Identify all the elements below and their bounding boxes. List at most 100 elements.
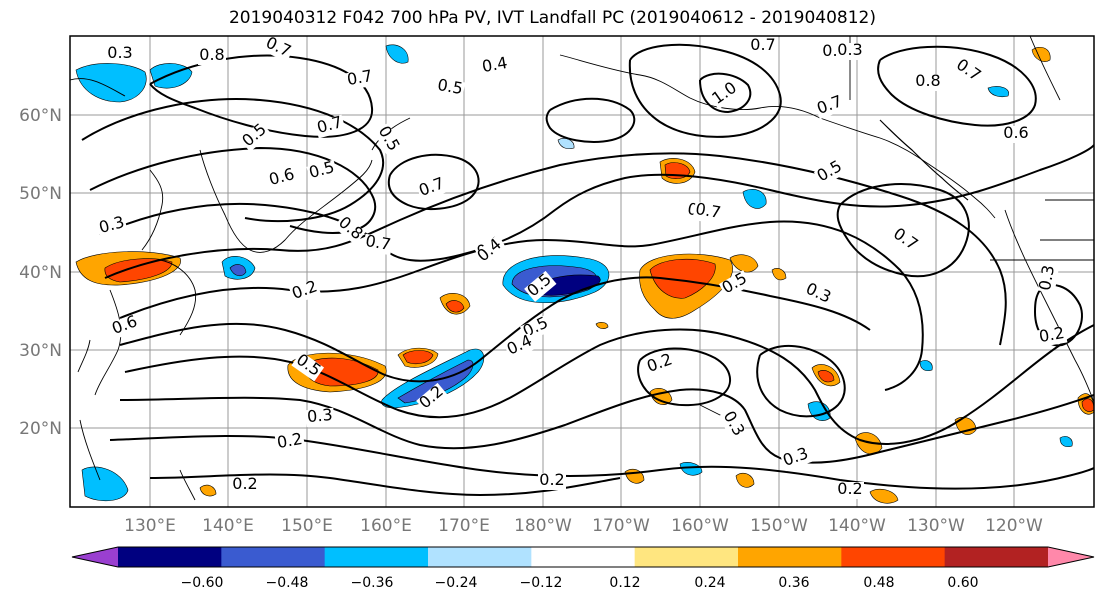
lat-label: 40°N: [19, 263, 62, 283]
negative-anomaly-blob: [1059, 436, 1073, 448]
coastlines: [70, 36, 1094, 501]
colorbar-bin: [841, 547, 946, 567]
contour-label: 0.4: [481, 53, 509, 76]
colorbar-tick-label: 0.48: [863, 575, 894, 591]
lon-label: 150°W: [750, 516, 808, 536]
contour-label-bg: [291, 351, 325, 382]
colorbar-bin: [118, 547, 222, 567]
contour-label-bg: [951, 56, 985, 87]
contour-label: 0.2: [539, 470, 564, 489]
contour-label-bg: [416, 382, 449, 414]
contour-label-bg: [344, 68, 376, 91]
contour-label-bg: [813, 158, 847, 187]
contour-label-bg: [708, 79, 742, 110]
colorbar-tick-label: −0.36: [351, 575, 394, 591]
contour-label: 0.7: [750, 35, 775, 54]
longitude-labels: 130°E 140°E 150°E 160°E 170°E 180°W 170°…: [124, 516, 1043, 536]
lat-label: 60°N: [19, 106, 62, 126]
contour-label-bg: [836, 482, 864, 499]
colorbar-extend-high: [1048, 547, 1094, 567]
contour-label-bg: [416, 175, 449, 202]
negative-anomaly-blob: [75, 63, 147, 103]
contour-label-bg: [362, 233, 394, 256]
lat-label: 30°N: [19, 341, 62, 361]
positive-anomaly-blob: [445, 300, 465, 313]
contour-label-bg: [305, 407, 335, 428]
contour-label-bg: [289, 278, 322, 305]
contour-label-bg: [314, 114, 346, 139]
contour-label-bg: [836, 43, 864, 60]
lon-label: 170°E: [438, 516, 490, 536]
contour-label-bg: [106, 46, 134, 63]
contour-label-bg: [503, 332, 537, 361]
contour-label-bg: [692, 201, 724, 224]
negative-anomaly-blob: [679, 462, 703, 476]
negative-anomaly-blob: [987, 86, 1009, 98]
colorbar-tick-label: 0.24: [694, 575, 725, 591]
contour-label-bg: [538, 473, 566, 490]
contour-label-bg: [373, 122, 402, 156]
positive-anomaly-blob: [199, 484, 217, 497]
contour-label-bg: [718, 407, 747, 441]
colorbar-bin: [324, 547, 429, 567]
contour-label-bg: [780, 445, 813, 472]
contour-label: 0.7: [694, 199, 722, 222]
colorbar-tick-label: −0.24: [435, 575, 478, 591]
lon-label: 130°E: [124, 516, 176, 536]
negative-anomaly-blob: [742, 189, 767, 209]
contour-label-bg: [266, 166, 298, 191]
contour-label-bg: [274, 431, 306, 454]
contour-label: 0.2: [232, 474, 257, 493]
positive-anomaly-blob: [649, 258, 716, 299]
positive-anomaly-blob: [402, 350, 434, 365]
contour-label-bg: [524, 270, 557, 302]
contour-label-bg: [474, 235, 507, 267]
contour-label-bg: [333, 213, 366, 245]
positive-anomaly-blob: [304, 357, 379, 387]
contour-label-bg: [814, 93, 847, 120]
positive-anomaly-blob: [1081, 398, 1094, 412]
contour-label: 0.3: [1035, 264, 1058, 292]
positive-anomaly-blob: [869, 488, 899, 504]
contour-label: 0.6: [1003, 123, 1028, 142]
contour-label-bg: [888, 225, 922, 256]
contour-label-bg: [914, 74, 942, 91]
contour-label-bg: [434, 77, 466, 100]
lon-label: 140°E: [202, 516, 254, 536]
lon-label: 160°W: [671, 516, 729, 536]
lon-label: 180°W: [514, 516, 572, 536]
colorbar: [71, 546, 1095, 568]
colorbar-tick-labels: −0.60 −0.48 −0.36 −0.24 −0.12 0.12 0.24 …: [181, 575, 979, 591]
lon-label: 160°E: [360, 516, 412, 536]
contour-label: 0.8: [199, 45, 224, 64]
lat-label: 50°N: [19, 184, 62, 204]
positive-anomaly-blob: [595, 322, 609, 329]
contour-label: 0.2: [276, 429, 304, 452]
latitude-labels: 60°N 50°N 40°N 30°N 20°N: [19, 106, 62, 439]
negative-anomaly-blob: [919, 360, 933, 372]
contour-label-bg: [306, 159, 338, 184]
negative-anomaly-blob: [385, 44, 409, 64]
contour-label: 0.7: [346, 66, 374, 89]
negative-anomaly-blob: [81, 466, 129, 502]
contour-label-bg: [1002, 126, 1030, 143]
negative-anomaly-blob: [557, 138, 575, 150]
negative-anomaly-blob: [229, 264, 247, 277]
contour-label: 0.3: [107, 43, 132, 62]
positive-anomaly-blob: [771, 268, 787, 281]
contour-label-bg: [231, 477, 259, 494]
contour-label: 0.5: [436, 75, 464, 98]
contour-label-bg: [749, 38, 777, 55]
contour-label-bg: [718, 270, 752, 299]
lon-label: 130°W: [907, 516, 965, 536]
contour-label-bg: [109, 313, 142, 340]
contour-label: 0.2: [837, 479, 862, 498]
contour-label-bg: [644, 351, 677, 378]
contour-label: 0.3: [306, 405, 333, 426]
contour-label-bg: [198, 48, 226, 65]
lat-label: 20°N: [19, 419, 62, 439]
map-title: 2019040312 F042 700 hPa PV, IVT Landfall…: [228, 8, 876, 28]
lon-label: 140°W: [828, 516, 886, 536]
colorbar-bin: [634, 547, 739, 567]
